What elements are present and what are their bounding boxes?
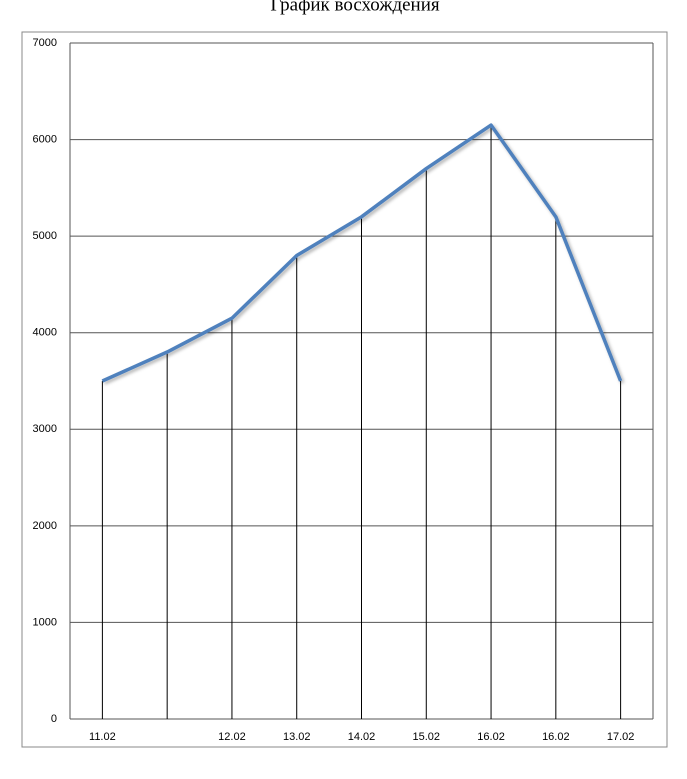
y-tick-label: 7000 xyxy=(33,37,57,49)
y-tick-label: 3000 xyxy=(33,423,57,435)
x-tick-label: 15.02 xyxy=(413,731,441,743)
x-tick-label: 12.02 xyxy=(218,731,246,743)
x-tick-label: 14.02 xyxy=(348,731,376,743)
y-tick-label: 5000 xyxy=(33,230,57,242)
chart-border xyxy=(21,31,668,748)
y-tick-label: 1000 xyxy=(33,616,57,628)
y-tick-label: 4000 xyxy=(33,327,57,339)
x-tick-label: 16.02 xyxy=(477,731,505,743)
y-tick-label: 2000 xyxy=(33,520,57,532)
y-tick-label: 0 xyxy=(51,713,57,725)
x-tick-label: 16.02 xyxy=(542,731,570,743)
line xyxy=(101,123,623,383)
x-tick-label: 17.02 xyxy=(607,731,635,743)
chart-title: График восхождения xyxy=(270,0,440,15)
x-tick-label: 11.02 xyxy=(89,731,116,743)
y-tick-label: 6000 xyxy=(33,133,57,145)
x-tick-label: 13.02 xyxy=(283,731,311,743)
